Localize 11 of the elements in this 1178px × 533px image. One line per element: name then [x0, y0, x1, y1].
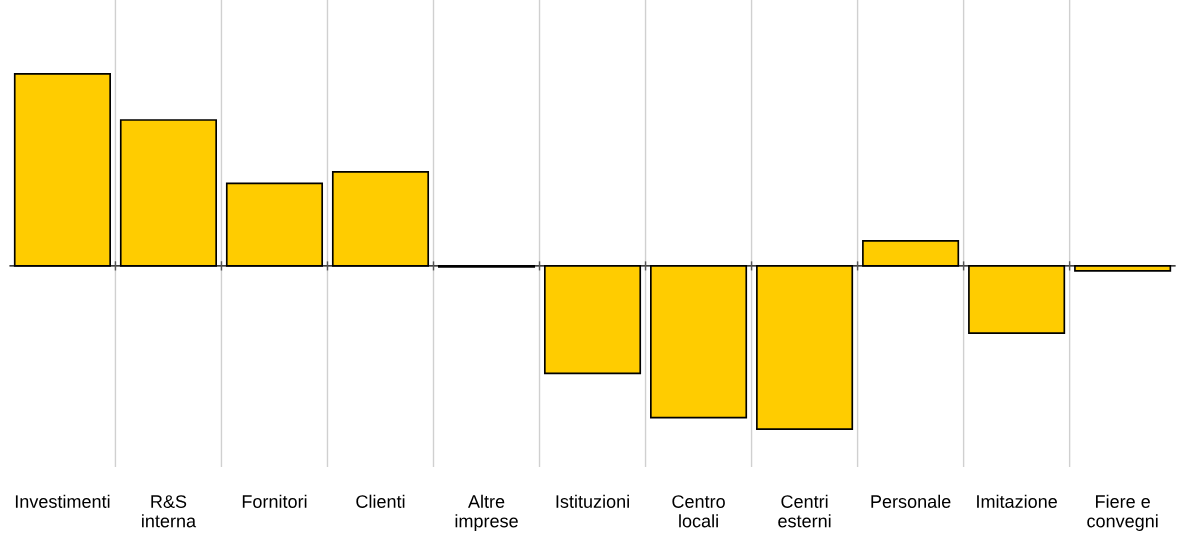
x-tick-label: Clienti	[356, 494, 405, 508]
x-tick-label: Fiere e convegni	[1087, 494, 1158, 531]
x-tick-label: Imitazione	[977, 494, 1057, 508]
x-tick-label: Fornitori	[242, 494, 307, 508]
x-tick-label: Altre imprese	[455, 494, 518, 531]
x-tick-label: Personale	[871, 494, 951, 508]
x-tick-label: R&S interna	[142, 495, 197, 528]
x-tick-label: Istituzioni	[556, 494, 629, 508]
x-tick-label: Centri esterni	[778, 494, 831, 528]
x-tick-label: Investimenti	[15, 494, 110, 508]
x-tick-label: Centro locali	[672, 495, 725, 528]
